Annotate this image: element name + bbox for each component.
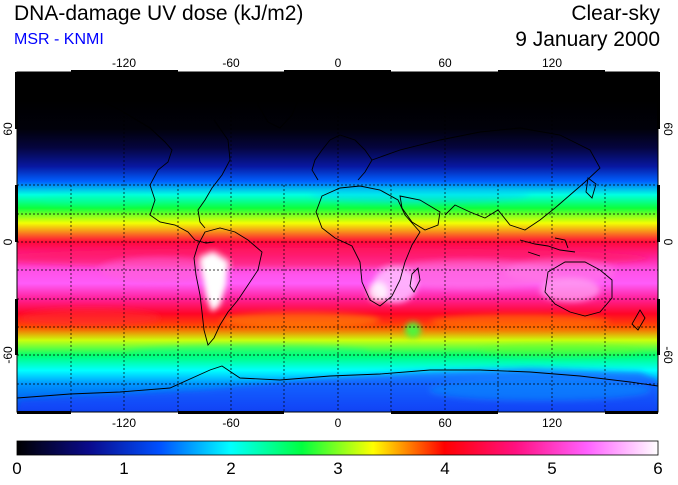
lat-tick-label-left: -60 — [1, 346, 15, 364]
right-latitude-labels: 60 0 -60 — [661, 122, 675, 364]
antarctica-coast — [17, 365, 658, 399]
lon-tick-label-bottom: -60 — [222, 416, 240, 430]
australia-coast — [544, 261, 613, 317]
asia-coast — [371, 127, 601, 231]
colorbar — [16, 440, 659, 456]
lat-tick-label-right: -60 — [661, 346, 675, 364]
lon-tick-label-bottom: -120 — [112, 416, 136, 430]
lon-tick-label-top: 0 — [335, 56, 342, 70]
gridlines — [17, 72, 658, 412]
africa-coast — [315, 185, 421, 307]
colorbar-label: 2 — [226, 459, 235, 478]
greenland-coast — [257, 77, 301, 129]
lat-tick-label-right: 60 — [661, 122, 675, 136]
bottom-longitude-labels: -120 -60 0 60 120 — [112, 416, 562, 430]
lon-tick-label-top: 60 — [438, 56, 452, 70]
lon-tick-label-bottom: 0 — [335, 416, 342, 430]
madagascar-coast — [409, 267, 421, 293]
sky-condition-label: Clear-sky — [571, 2, 660, 25]
lon-tick-label-top: -60 — [222, 56, 240, 70]
arabia-coast — [399, 195, 441, 231]
colorbar-label: 3 — [333, 459, 342, 478]
japan-coast — [585, 177, 597, 199]
new-zealand-coast — [631, 309, 646, 331]
source-label: MSR - KNMI — [14, 31, 104, 48]
colorbar-label: 6 — [653, 459, 662, 478]
top-longitude-labels: -120 -60 0 60 120 — [112, 56, 562, 70]
south-america-coast — [193, 227, 263, 346]
map-title: DNA-damage UV dose (kJ/m2) — [14, 2, 304, 25]
date-label: 9 January 2000 — [515, 28, 660, 51]
colorbar-label: 0 — [12, 459, 21, 478]
north-america-east-coast — [197, 119, 231, 229]
colorbar-label: 5 — [547, 459, 556, 478]
lat-tick-label-left: 0 — [1, 238, 15, 245]
indonesia-coast — [519, 237, 576, 257]
lat-tick-label-left: 60 — [1, 122, 15, 136]
coastlines — [17, 77, 658, 399]
lon-tick-label-top: 120 — [542, 56, 562, 70]
lat-tick-label-right: 0 — [661, 239, 675, 246]
left-latitude-labels: 60 0 -60 — [1, 122, 15, 364]
lon-tick-label-top: -120 — [112, 56, 136, 70]
europe-coast — [311, 134, 373, 181]
uv-dose-field — [17, 72, 658, 412]
colorbar-ticks: 0 1 2 3 4 5 6 — [12, 459, 662, 478]
lon-tick-label-bottom: 120 — [542, 416, 562, 430]
colorbar-label: 1 — [119, 459, 128, 478]
lon-tick-label-bottom: 60 — [438, 416, 452, 430]
colorbar-label: 4 — [440, 459, 449, 478]
frame-ticks — [15, 70, 660, 414]
